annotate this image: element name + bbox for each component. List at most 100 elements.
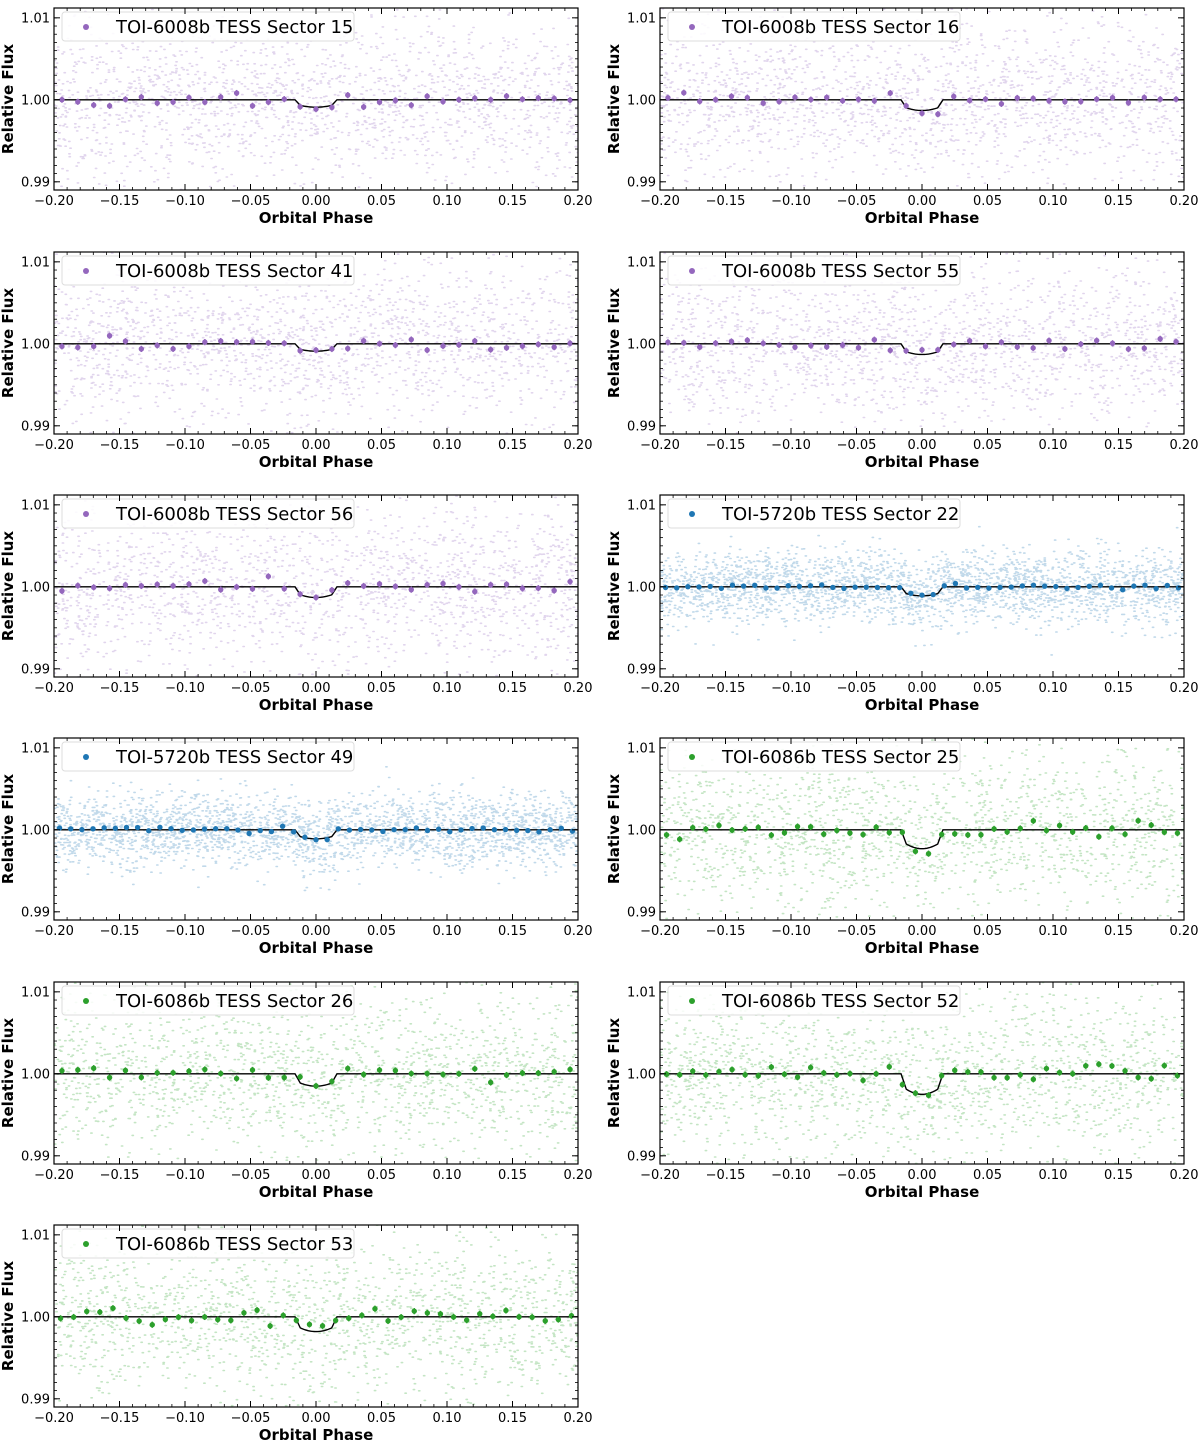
x-tick-label: −0.20 bbox=[640, 194, 680, 209]
binned-point bbox=[376, 581, 383, 587]
binned-point bbox=[792, 344, 798, 350]
binned-point bbox=[1056, 1069, 1063, 1076]
x-tick-label: −0.20 bbox=[640, 681, 680, 696]
binned-point bbox=[503, 1307, 509, 1314]
binned-point bbox=[1043, 1065, 1050, 1072]
binned-points bbox=[662, 580, 1182, 598]
binned-point bbox=[385, 1318, 391, 1324]
legend-label: TOI-6008b TESS Sector 55 bbox=[721, 261, 959, 282]
y-tick-label: 1.00 bbox=[627, 823, 656, 838]
binned-point bbox=[740, 583, 747, 589]
raw-flux-points bbox=[660, 525, 1184, 656]
binned-point bbox=[450, 1314, 457, 1320]
x-tick-label: 0.20 bbox=[564, 194, 593, 209]
legend-label: TOI-6086b TESS Sector 25 bbox=[721, 747, 959, 768]
binned-point bbox=[1030, 1076, 1037, 1082]
binned-point bbox=[952, 1067, 958, 1073]
x-axis: −0.20 −0.15 −0.10 −0.05 0.00 0.05 0.10 0.15 0.20 bbox=[640, 982, 1198, 1183]
legend-label: TOI-5720b TESS Sector 22 bbox=[721, 504, 959, 525]
binned-point bbox=[1141, 94, 1148, 101]
x-tick-label: −0.10 bbox=[771, 1168, 811, 1183]
binned-point bbox=[440, 580, 446, 587]
x-tick-label: 0.15 bbox=[1104, 438, 1133, 453]
binned-point bbox=[170, 346, 176, 352]
binned-point bbox=[1173, 96, 1179, 102]
binned-point bbox=[329, 104, 335, 111]
x-tick-label: 0.00 bbox=[908, 438, 937, 453]
binned-point bbox=[75, 582, 81, 589]
binned-point bbox=[345, 1065, 351, 1072]
binned-point bbox=[567, 578, 573, 585]
x-tick-label: −0.20 bbox=[34, 681, 74, 696]
binned-point bbox=[963, 585, 970, 591]
legend-marker bbox=[83, 268, 89, 274]
binned-point bbox=[925, 850, 932, 857]
x-tick-label: 0.00 bbox=[302, 1168, 331, 1183]
x-tick-label: −0.10 bbox=[165, 1411, 205, 1426]
binned-point bbox=[380, 828, 386, 835]
binned-point bbox=[490, 1313, 496, 1320]
x-tick-label: −0.10 bbox=[771, 924, 811, 939]
binned-point bbox=[978, 1069, 984, 1075]
x-axis-title: Orbital Phase bbox=[259, 1183, 374, 1201]
binned-point bbox=[847, 830, 853, 836]
binned-point bbox=[1093, 96, 1100, 102]
x-tick-label: −0.10 bbox=[165, 1168, 205, 1183]
binned-point bbox=[360, 104, 367, 110]
y-tick-label: 1.00 bbox=[21, 823, 50, 838]
binned-point bbox=[903, 348, 909, 354]
binned-point bbox=[1157, 336, 1163, 342]
binned-point bbox=[1046, 98, 1052, 104]
x-tick-label: 0.10 bbox=[433, 1411, 462, 1426]
binned-point bbox=[1109, 825, 1115, 832]
x-tick-label: 0.10 bbox=[433, 924, 462, 939]
legend: TOI-6086b TESS Sector 25 bbox=[667, 741, 961, 772]
binned-point bbox=[233, 339, 240, 345]
binned-point bbox=[1069, 829, 1076, 835]
x-tick-label: 0.15 bbox=[498, 924, 527, 939]
binned-point bbox=[306, 1321, 313, 1328]
binned-points bbox=[665, 89, 1179, 118]
x-axis-title: Orbital Phase bbox=[865, 1183, 980, 1201]
x-tick-label: −0.15 bbox=[706, 1168, 746, 1183]
binned-point bbox=[991, 826, 997, 832]
binned-point bbox=[755, 1073, 761, 1079]
binned-point bbox=[424, 827, 431, 834]
y-tick-label: 1.01 bbox=[627, 498, 656, 513]
binned-point bbox=[246, 830, 252, 837]
binned-point bbox=[1125, 99, 1132, 106]
y-tick-label: 1.00 bbox=[21, 580, 50, 595]
binned-point bbox=[154, 342, 160, 349]
x-tick-label: −0.15 bbox=[100, 1168, 140, 1183]
binned-point bbox=[477, 1311, 483, 1317]
binned-point bbox=[685, 583, 691, 590]
binned-point bbox=[818, 582, 825, 588]
binned-point bbox=[663, 1071, 670, 1077]
x-tick-label: −0.20 bbox=[640, 1168, 680, 1183]
panel-4: TOI-6008b TESS Sector 55−0.20 −0.15 −0.10−… bbox=[605, 251, 1198, 471]
binned-point bbox=[662, 584, 669, 591]
binned-point bbox=[1014, 95, 1020, 101]
binned-point bbox=[138, 346, 145, 352]
binned-point bbox=[329, 346, 335, 352]
binned-point bbox=[281, 1074, 287, 1081]
x-axis-title: Orbital Phase bbox=[865, 209, 980, 227]
y-axis: 0.99 1.00 1.01 bbox=[21, 498, 578, 677]
binned-point bbox=[1122, 831, 1128, 837]
binned-point bbox=[938, 831, 945, 838]
panel-8: TOI-6086b TESS Sector 25−0.20 −0.15 −0.10−… bbox=[605, 737, 1198, 957]
binned-point bbox=[329, 1078, 335, 1085]
binned-point bbox=[1122, 1068, 1128, 1074]
binned-point bbox=[860, 1077, 866, 1084]
x-tick-label: −0.05 bbox=[231, 194, 271, 209]
binned-point bbox=[106, 333, 113, 339]
binned-point bbox=[122, 96, 129, 103]
binned-point bbox=[1030, 95, 1036, 102]
binned-point bbox=[998, 101, 1005, 107]
binned-point bbox=[676, 836, 683, 842]
panel-6: TOI-5720b TESS Sector 22−0.20 −0.15 −0.10−… bbox=[605, 494, 1198, 714]
x-tick-label: −0.15 bbox=[100, 924, 140, 939]
y-axis-title: Relative Flux bbox=[0, 44, 17, 155]
binned-point bbox=[392, 97, 399, 104]
binned-point bbox=[122, 582, 129, 588]
